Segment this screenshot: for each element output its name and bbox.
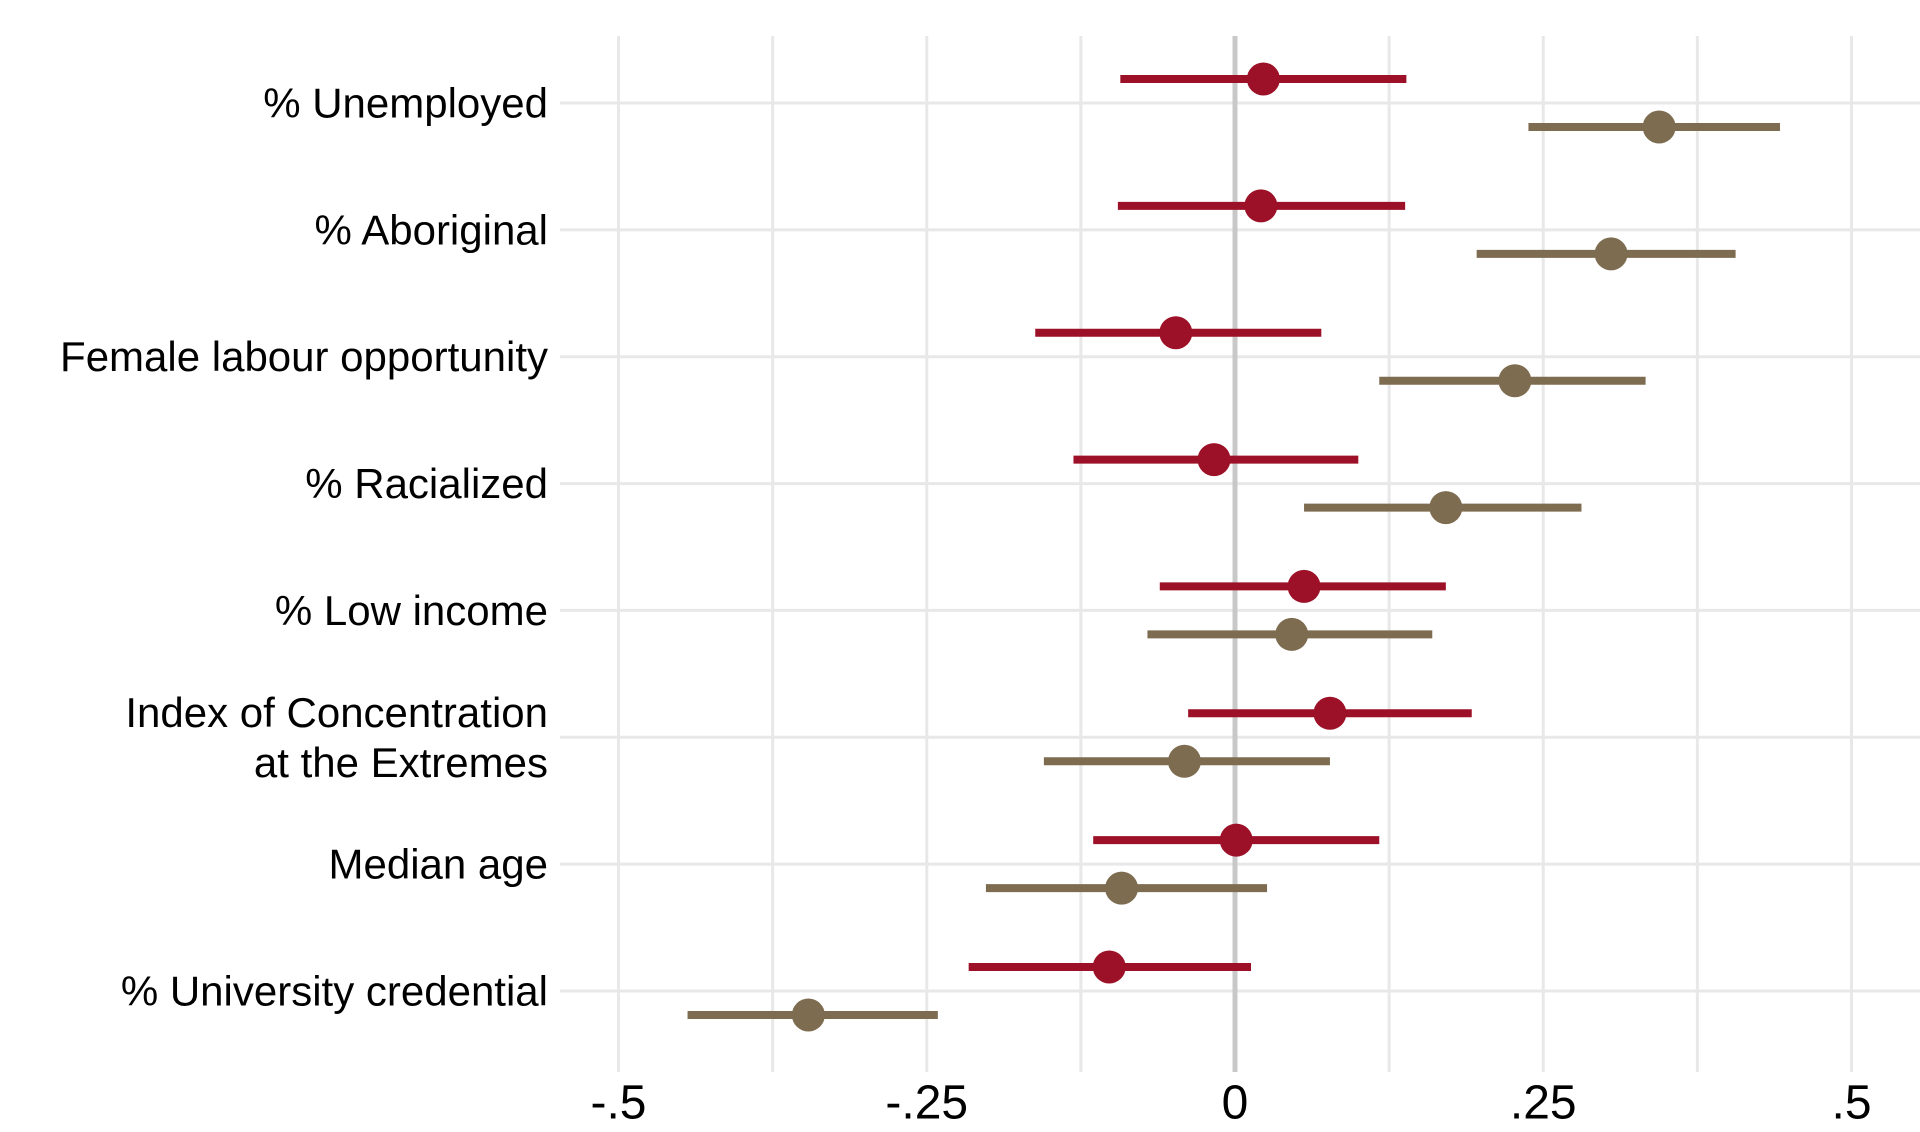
point-estimate-taupe [1498, 364, 1532, 398]
y-axis-label: % Aboriginal [315, 206, 548, 253]
y-axis-label: % University credential [121, 967, 548, 1014]
y-axis-label: % Unemployed [263, 80, 548, 127]
point-estimate-maroon [1313, 696, 1347, 730]
y-axis-label: Index of Concentration at the Extremes [125, 689, 548, 786]
point-estimate-taupe [1275, 617, 1309, 651]
point-estimate-taupe [791, 998, 825, 1032]
y-axis-label: Median age [329, 841, 549, 888]
x-axis-tick-label: .25 [1510, 1077, 1577, 1130]
point-estimate-taupe [1594, 237, 1628, 271]
point-estimate-maroon [1092, 950, 1126, 984]
y-axis-label: % Low income [275, 587, 548, 634]
point-estimate-taupe [1167, 744, 1201, 778]
point-estimate-maroon [1287, 569, 1321, 603]
point-estimate-taupe [1429, 491, 1463, 525]
x-axis-tick-label: 0 [1222, 1077, 1249, 1130]
point-estimate-maroon [1219, 823, 1253, 857]
x-axis-tick-label: -.5 [590, 1077, 646, 1130]
point-estimate-maroon [1159, 316, 1193, 350]
y-axis-label: Female labour opportunity [60, 333, 548, 380]
point-estimate-maroon [1246, 62, 1280, 96]
x-axis-tick-label: -.25 [885, 1077, 968, 1130]
x-axis-tick-label: .5 [1831, 1077, 1871, 1130]
point-estimate-maroon [1197, 443, 1231, 477]
point-estimate-maroon [1244, 189, 1278, 223]
y-axis-label: % Racialized [305, 460, 548, 507]
point-estimate-taupe [1105, 871, 1139, 905]
point-estimate-taupe [1642, 110, 1676, 144]
